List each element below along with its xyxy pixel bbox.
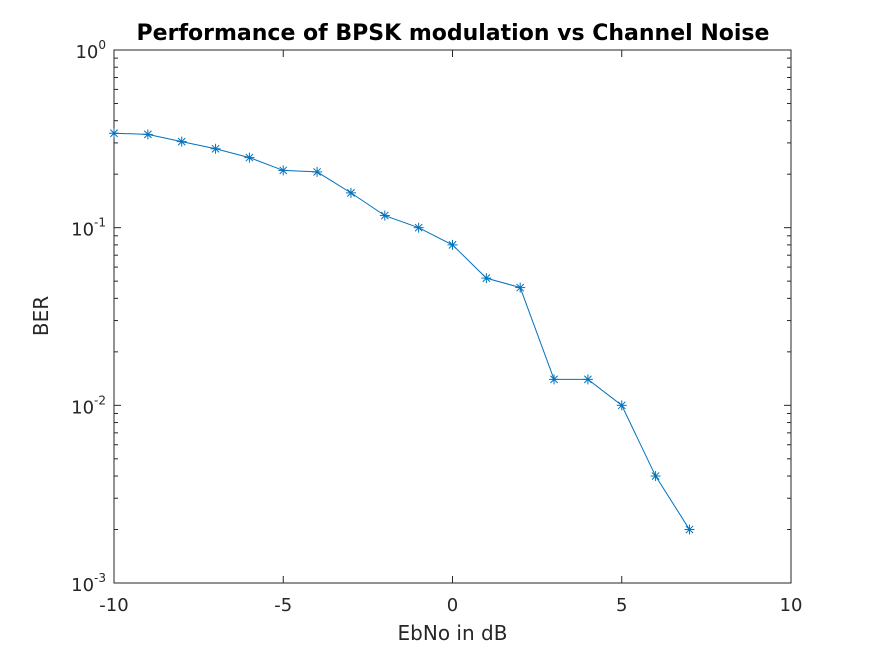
data-point-marker: [650, 471, 661, 482]
x-tick-label: 0: [447, 595, 458, 616]
y-axis-label: BER: [29, 296, 53, 336]
series-group: [109, 128, 695, 535]
data-point-marker: [278, 165, 289, 176]
data-point-marker: [176, 136, 187, 147]
data-point-marker: [379, 210, 390, 221]
x-tick-label: 5: [616, 595, 627, 616]
x-tick-label: 10: [780, 595, 803, 616]
y-tick-label: 100: [75, 38, 106, 63]
data-point-marker: [481, 273, 492, 284]
x-tick-label: -10: [99, 595, 128, 616]
data-point-marker: [210, 143, 221, 154]
data-point-marker: [345, 187, 356, 198]
y-tick-label: 10-2: [71, 393, 106, 418]
data-point-marker: [684, 524, 695, 535]
data-point-marker: [515, 282, 526, 293]
data-point-marker: [447, 239, 458, 250]
x-tick-label: -5: [274, 595, 292, 616]
chart-title: Performance of BPSK modulation vs Channe…: [137, 21, 770, 46]
x-axis-tick-labels: -10 -5 0 5 10: [99, 595, 802, 616]
plot-area: [113, 49, 792, 584]
data-point-marker: [109, 128, 119, 139]
data-point-marker: [616, 400, 627, 411]
data-point-marker: [142, 129, 153, 140]
series-line: [113, 132, 690, 530]
y-tick-label: 10-3: [71, 571, 106, 596]
y-tick-label: 10-1: [71, 216, 106, 241]
data-point-marker: [312, 166, 323, 177]
data-point-marker: [413, 222, 424, 233]
data-point-marker: [549, 374, 560, 385]
y-axis-tick-labels: 10-3 10-2 10-1 100: [71, 38, 106, 596]
x-axis-label: EbNo in dB: [398, 621, 508, 645]
data-point-marker: [582, 374, 593, 385]
data-point-marker: [244, 152, 255, 163]
axis-ticks: [113, 49, 792, 584]
